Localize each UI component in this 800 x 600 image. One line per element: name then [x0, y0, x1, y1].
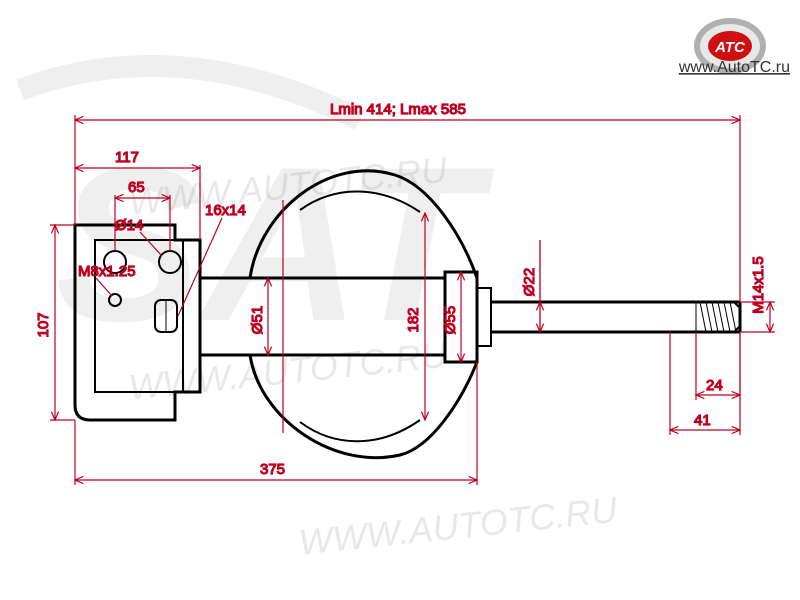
dim-65: 65 [128, 179, 145, 196]
dim-d22: Ø22 [521, 268, 538, 296]
dim-182: 182 [405, 307, 422, 332]
dim-d51: Ø51 [249, 306, 266, 334]
dim-slot: 16x14 [205, 202, 246, 219]
dim-d55: Ø55 [442, 306, 459, 334]
dim-d14: Ø14 [115, 217, 143, 234]
dim-117: 117 [115, 149, 139, 166]
dim-m14: M14x1.5 [750, 256, 767, 314]
url-text: www.AutoTC.ru [678, 59, 790, 76]
dim-24: 24 [706, 377, 723, 394]
dim-107: 107 [35, 312, 52, 337]
dim-overall: Lmin 414; Lmax 585 [330, 101, 466, 118]
dim-41: 41 [694, 412, 711, 429]
dim-375: 375 [260, 461, 285, 478]
atc-text: ATC [714, 39, 746, 56]
wm3: WWW.AUTOTC.RU [297, 489, 620, 563]
dim-m8: M8x1.25 [78, 263, 136, 280]
